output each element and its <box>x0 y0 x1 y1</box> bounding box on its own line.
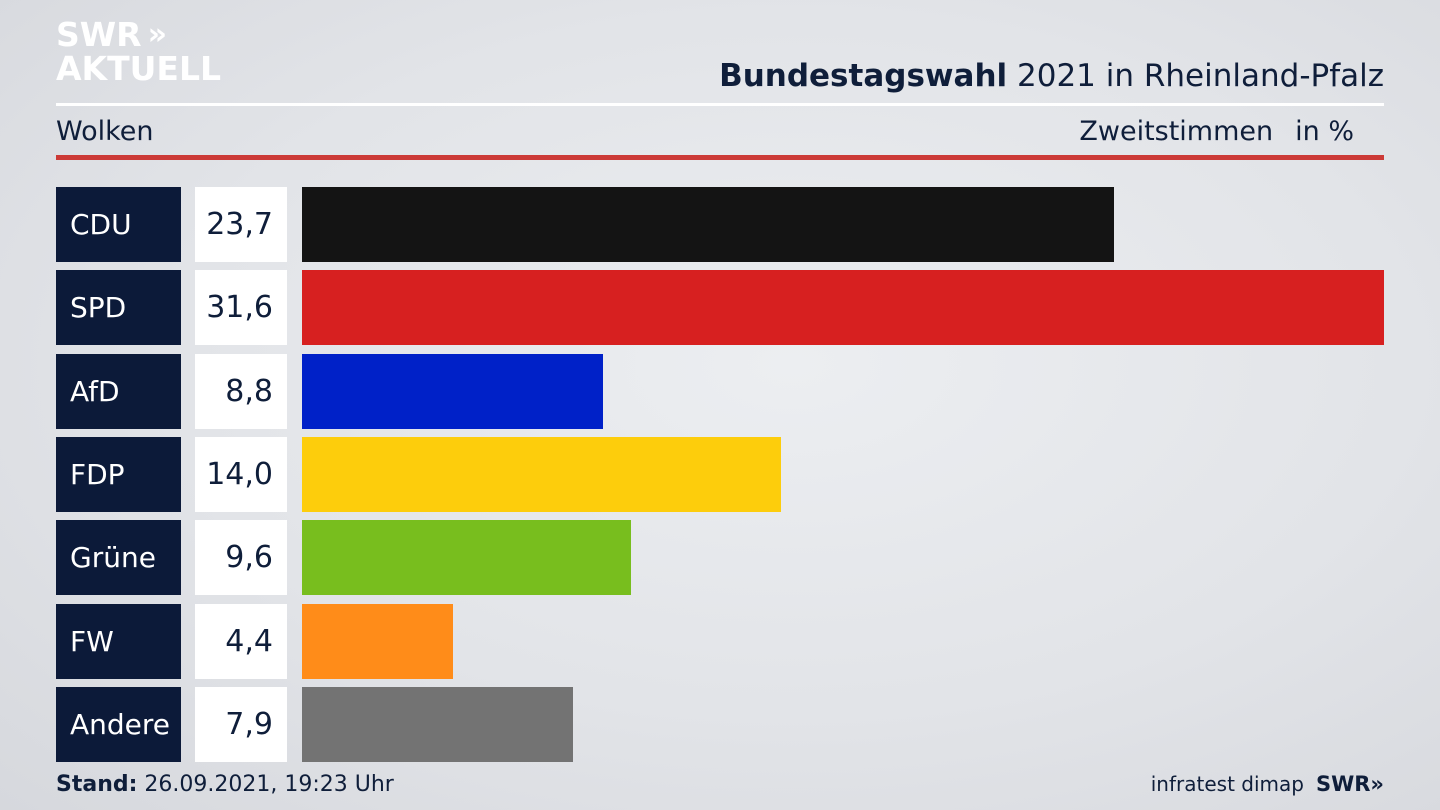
party-label: AfD <box>56 353 181 429</box>
value-label: 23,7 <box>195 187 287 262</box>
bar-row: FW 4,4 <box>56 603 1384 679</box>
chart-title-bold: Bundestagswahl <box>719 58 1008 94</box>
chart-title-rest: 2021 in Rheinland-Pfalz <box>1007 58 1384 94</box>
source-text: infratest dimap <box>1150 772 1304 796</box>
party-label: FDP <box>56 436 181 512</box>
bar-row: SPD 31,6 <box>56 270 1384 346</box>
bar <box>302 603 453 679</box>
value-label: 14,0 <box>195 436 287 512</box>
bar-row: Andere 7,9 <box>56 686 1384 762</box>
logo-chevrons-icon: » <box>147 17 168 52</box>
timestamp-label: Stand: <box>56 772 138 797</box>
logo-aktuell-text: AKTUELL <box>56 49 222 88</box>
bar <box>302 353 604 429</box>
bar-row: AfD 8,8 <box>56 353 1384 429</box>
logo-swr-text: SWR <box>56 15 142 54</box>
source-credit: infratest dimap SWR» <box>1151 772 1384 796</box>
bar <box>302 436 782 512</box>
swr-brand-logo: SWR» <box>1316 772 1384 796</box>
measure-label: Zweitstimmen in % <box>1079 116 1354 147</box>
chart-title: Bundestagswahl 2021 in Rheinland-Pfalz <box>719 58 1384 94</box>
swr-aktuell-logo: SWR » AKTUELL <box>56 18 221 86</box>
party-label: SPD <box>56 270 181 346</box>
value-label: 4,4 <box>195 603 287 679</box>
value-label: 31,6 <box>195 270 287 346</box>
measure-name: Zweitstimmen <box>1079 116 1274 147</box>
measure-unit: in % <box>1295 116 1354 147</box>
party-label: FW <box>56 603 181 679</box>
bar <box>302 270 1384 346</box>
value-label: 7,9 <box>195 686 287 762</box>
timestamp: Stand: 26.09.2021, 19:23 Uhr <box>56 772 394 797</box>
value-label: 9,6 <box>195 520 287 596</box>
timestamp-value: 26.09.2021, 19:23 Uhr <box>137 772 394 797</box>
bar-row: FDP 14,0 <box>56 436 1384 512</box>
party-label: CDU <box>56 187 181 262</box>
swr-brand-chevrons-icon: » <box>1370 772 1384 796</box>
party-label: Grüne <box>56 520 181 596</box>
header-divider <box>56 103 1384 106</box>
accent-divider <box>56 155 1384 160</box>
bar <box>302 520 631 596</box>
swr-brand-text: SWR <box>1315 772 1371 796</box>
bar <box>302 187 1114 262</box>
bar-row: Grüne 9,6 <box>56 520 1384 596</box>
bar <box>302 686 573 762</box>
party-label: Andere <box>56 686 181 762</box>
bar-row: CDU 23,7 <box>56 187 1384 262</box>
chart-subtitle: Wolken <box>56 116 154 147</box>
value-label: 8,8 <box>195 353 287 429</box>
